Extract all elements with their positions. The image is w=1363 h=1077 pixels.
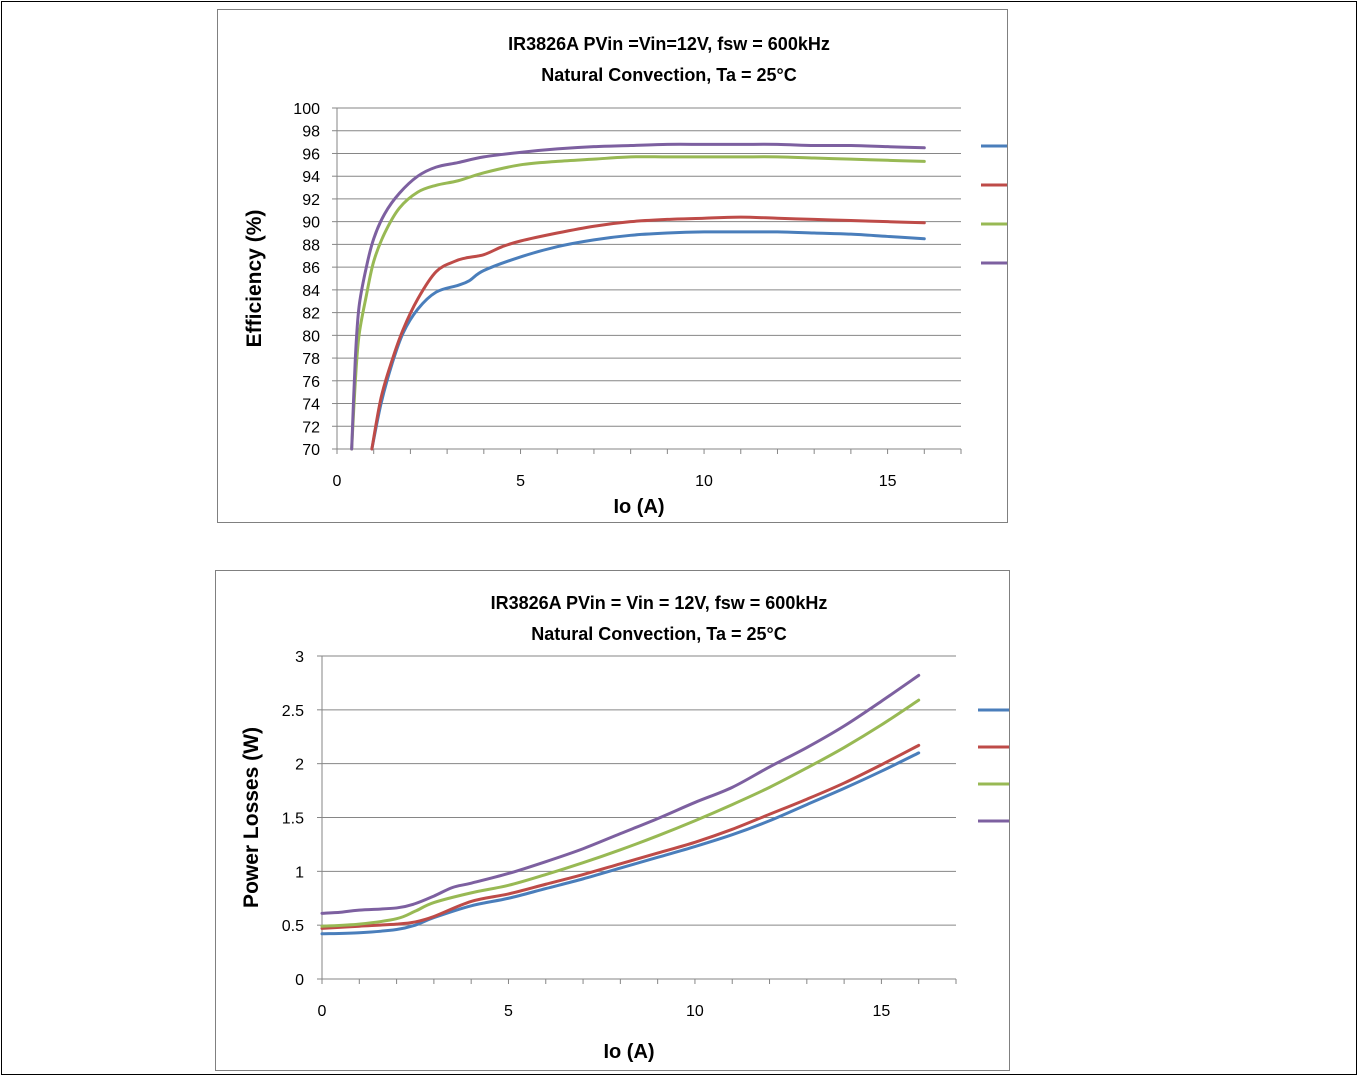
- y-tick-label: 84: [302, 283, 320, 300]
- y-tick-label: 92: [302, 192, 320, 209]
- power-losses-chart: IR3826A PVin = Vin = 12V, fsw = 600kHz Na…: [240, 593, 1089, 1063]
- y-tick-label: 0.5: [282, 918, 304, 935]
- y-tick-label: 96: [302, 146, 320, 163]
- y-tick-label: 1.5: [282, 811, 304, 828]
- x-tick-label: 0: [333, 473, 342, 490]
- y-tick-label: 98: [302, 124, 320, 141]
- y-tick-label: 76: [302, 374, 320, 391]
- efficiency-chart: IR3826A PVin =Vin=12V, fsw = 600kHz Natur…: [243, 34, 1092, 518]
- series-line-1: [320, 743, 921, 930]
- power-losses-chart-frame: IR3826A PVin = Vin = 12V, fsw = 600kHz Na…: [215, 570, 1089, 1071]
- x-tick-label: 5: [516, 473, 525, 490]
- y-axis-label: Power Losses (W): [240, 727, 263, 908]
- x-tick-label: 15: [879, 473, 897, 490]
- x-tick-label: 15: [873, 1003, 891, 1020]
- x-axis-label: Io (A): [603, 1041, 654, 1063]
- series-line-2: [320, 698, 921, 928]
- series-line-0: [370, 230, 926, 451]
- y-tick-label: 78: [302, 351, 320, 368]
- x-tick-label: 10: [686, 1003, 704, 1020]
- chart-subtitle: Natural Convection, Ta = 25°C: [531, 624, 786, 644]
- y-tick-label: 86: [302, 260, 320, 277]
- chart-subtitle: Natural Convection, Ta = 25°C: [541, 65, 796, 85]
- series-line-2: [350, 155, 926, 451]
- x-tick-label: 10: [695, 473, 713, 490]
- efficiency-chart-frame: IR3826A PVin =Vin=12V, fsw = 600kHz Natur…: [217, 9, 1092, 523]
- y-tick-label: 74: [302, 397, 320, 414]
- y-tick-label: 90: [302, 215, 320, 232]
- chart-title: IR3826A PVin = Vin = 12V, fsw = 600kHz: [491, 593, 828, 613]
- y-tick-label: 80: [302, 328, 320, 345]
- y-tick-label: 3: [295, 649, 304, 666]
- y-tick-label: 100: [293, 101, 320, 118]
- x-tick-label: 5: [504, 1003, 513, 1020]
- y-tick-label: 88: [302, 237, 320, 254]
- series-line-3: [350, 142, 926, 451]
- y-tick-label: 2.5: [282, 703, 304, 720]
- y-tick-label: 70: [302, 442, 320, 459]
- y-axis-label: Efficiency (%): [243, 210, 266, 348]
- chart-title: IR3826A PVin =Vin=12V, fsw = 600kHz: [508, 34, 830, 54]
- y-tick-label: 72: [302, 419, 320, 436]
- series-line-3: [320, 673, 921, 915]
- series-line-0: [320, 751, 921, 936]
- y-tick-label: 1: [295, 864, 304, 881]
- y-tick-label: 82: [302, 306, 320, 323]
- y-tick-label: 2: [295, 757, 304, 774]
- y-tick-label: 0: [295, 972, 304, 989]
- series-line-1: [370, 215, 926, 451]
- x-tick-label: 0: [318, 1003, 327, 1020]
- y-tick-label: 94: [302, 169, 320, 186]
- x-axis-label: Io (A): [613, 496, 664, 518]
